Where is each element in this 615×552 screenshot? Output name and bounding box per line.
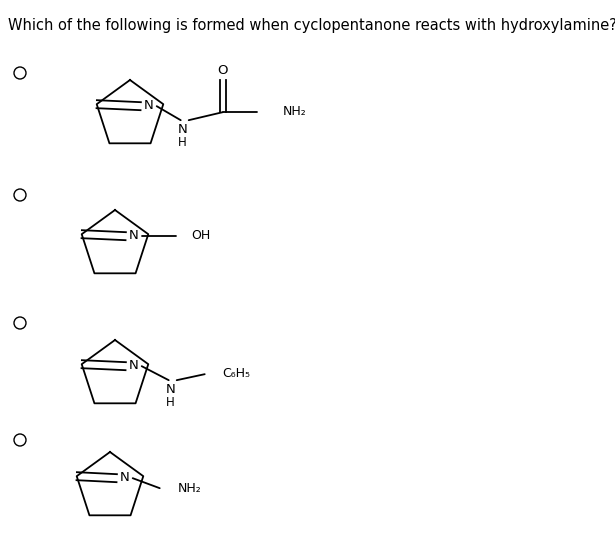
Text: NH₂: NH₂ [283,105,306,118]
Text: N: N [144,99,154,112]
Text: NH₂: NH₂ [178,482,202,495]
Text: H: H [166,396,175,409]
Text: C₆H₅: C₆H₅ [223,367,251,380]
Text: N: N [129,359,138,371]
Text: OH: OH [192,229,211,242]
Text: N: N [120,471,130,484]
Text: N: N [129,229,138,242]
Text: N: N [166,383,176,396]
Text: Which of the following is formed when cyclopentanone reacts with hydroxylamine?: Which of the following is formed when cy… [8,18,615,33]
Text: O: O [218,63,228,77]
Text: H: H [178,136,187,149]
Text: N: N [178,123,188,136]
